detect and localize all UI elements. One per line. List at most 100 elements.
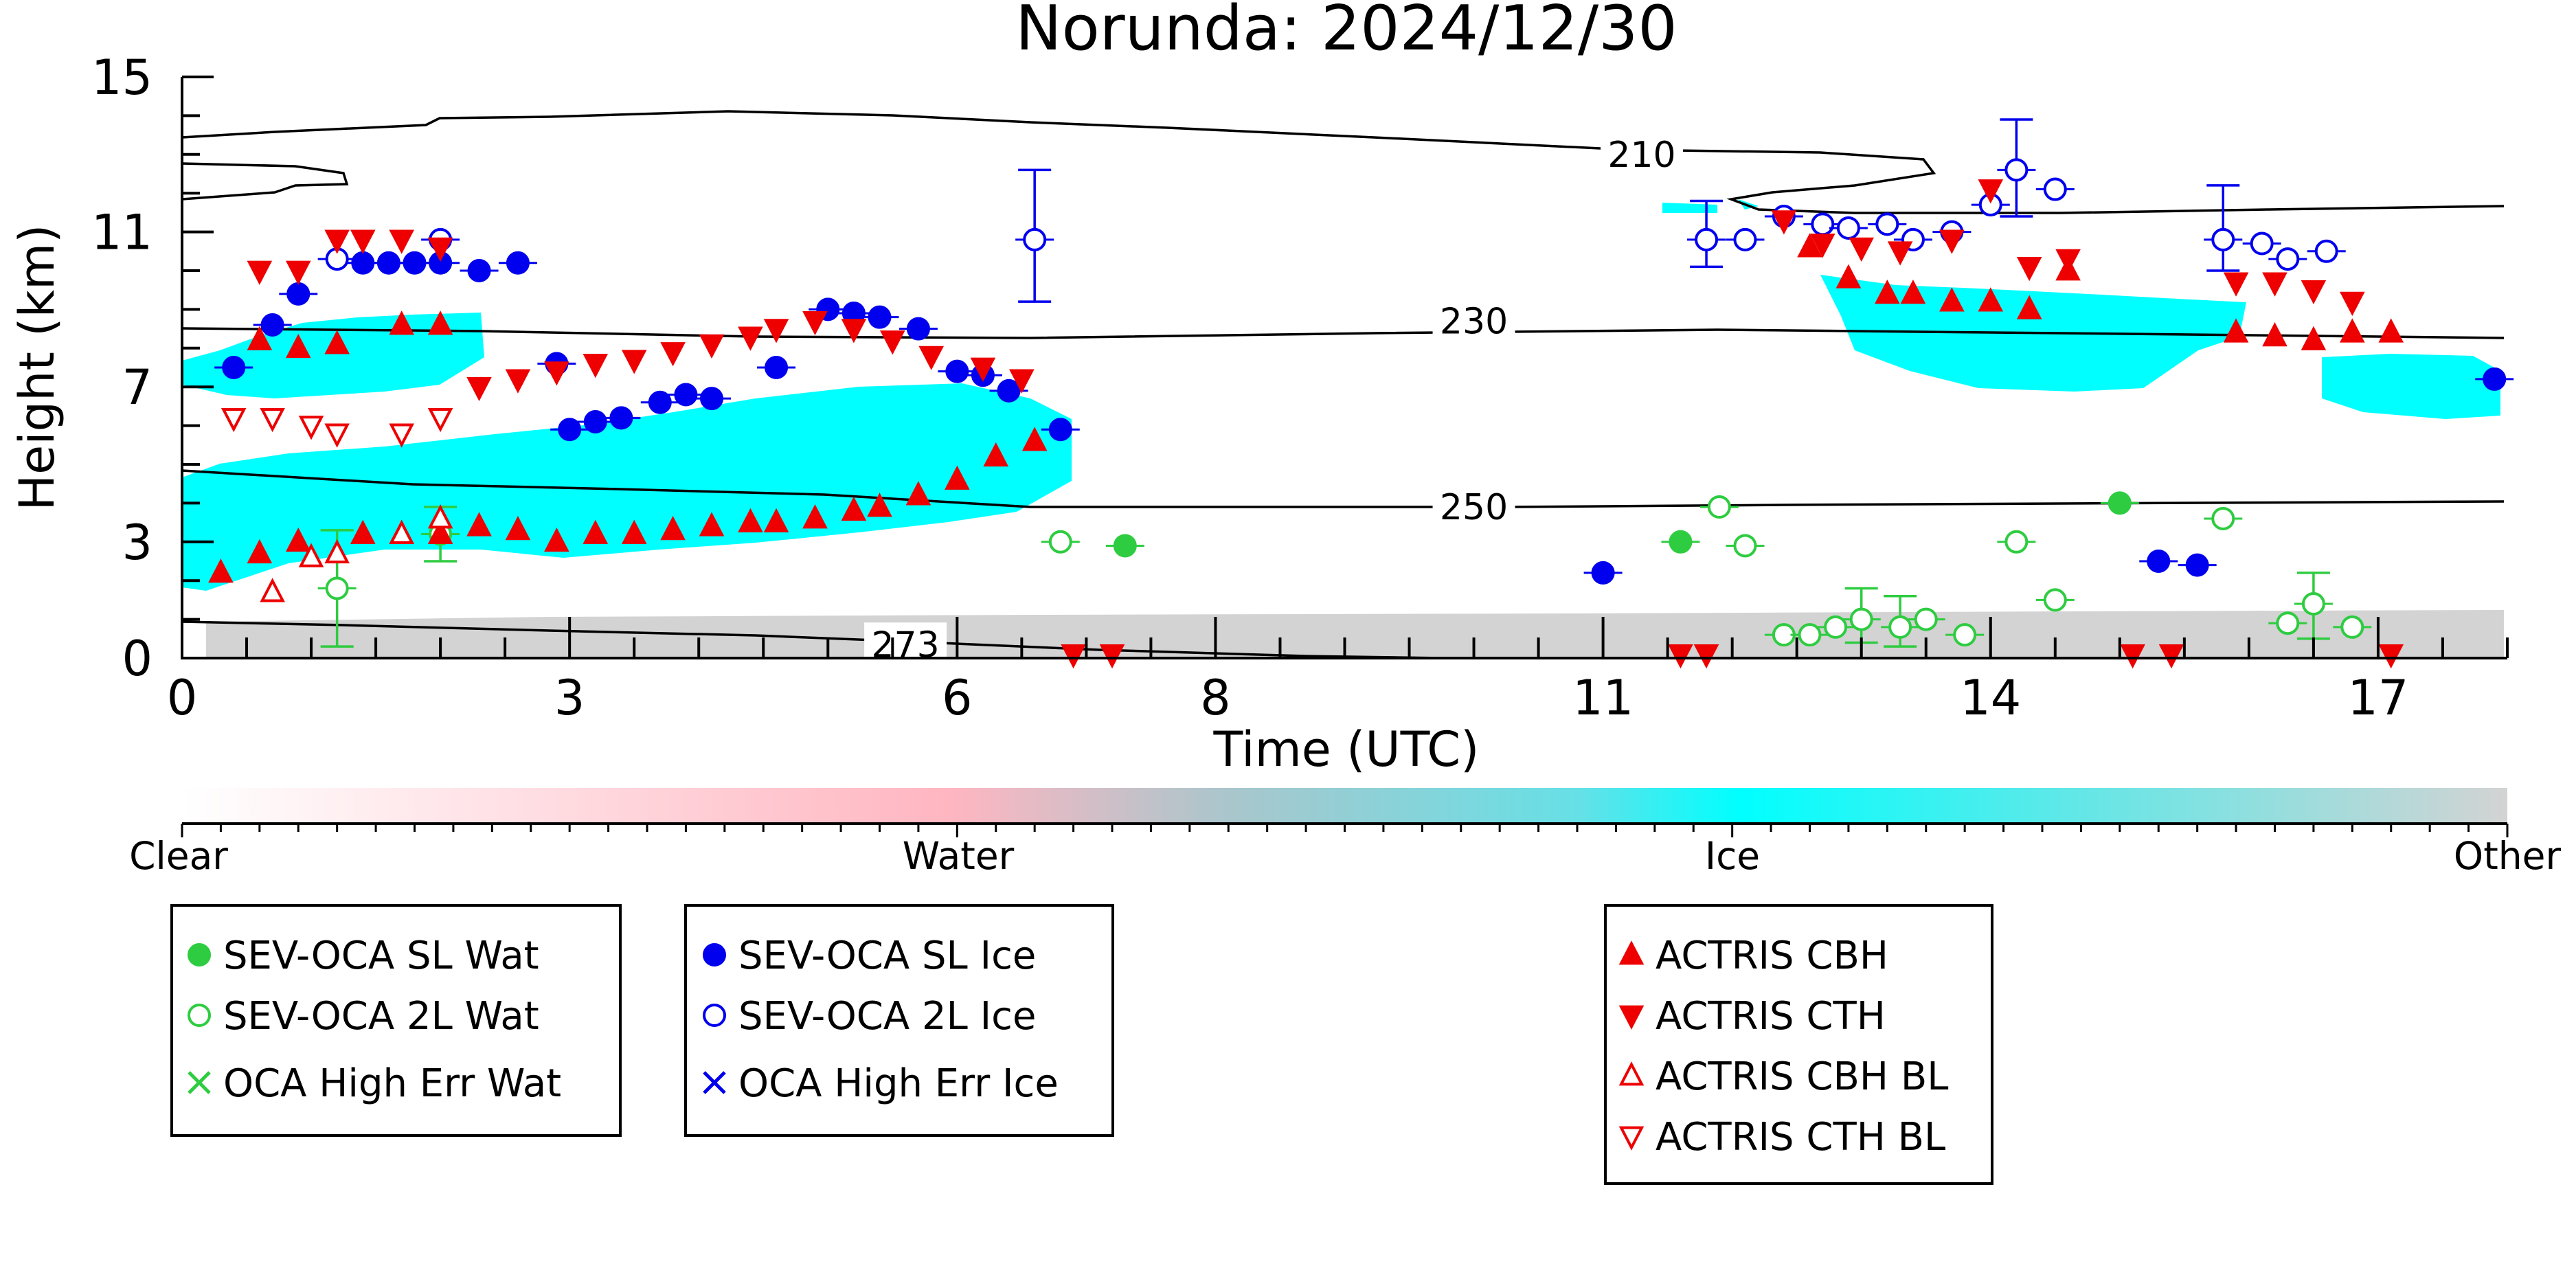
point-sev-oca-sl-ice [506, 251, 530, 275]
point-sev-oca-2l-ice [2211, 227, 2235, 251]
point-sev-oca-2l-wat [1953, 623, 1977, 647]
point-actris-cth [699, 334, 725, 359]
point-sev-oca-2l-ice [1811, 212, 1835, 236]
legend-marker-oca-high-err-ice [703, 1071, 726, 1094]
legend-label: OCA High Err Ice [738, 1061, 1059, 1106]
legend-label: SEV-OCA SL Ice [738, 934, 1036, 978]
point-actris-cth [324, 229, 350, 254]
point-actris-cbh [427, 310, 453, 335]
point-actris-cth [763, 319, 789, 343]
contour-label: 250 [1440, 487, 1508, 528]
point-actris-cth [802, 310, 828, 336]
contour-labels: 210 230 250 273 [864, 132, 1684, 666]
point-actris-cth [918, 346, 945, 370]
point-actris-cth [1810, 234, 1835, 258]
point-sev-oca-2l-wat [2043, 588, 2067, 612]
point-actris-cbh [1021, 427, 1048, 451]
other-phase-region [206, 610, 2504, 658]
point-actris-cth-bl [324, 423, 350, 448]
point-actris-cth [1693, 644, 1719, 669]
point-actris-cth [2016, 256, 2042, 282]
x-tick-label: 8 [1200, 670, 1231, 726]
point-actris-cth-bl [389, 423, 414, 448]
point-actris-cth [1771, 210, 1797, 235]
point-sev-oca-2l-ice [1875, 212, 1899, 236]
point-actris-cbh [2016, 295, 2042, 319]
ice-phase-streak-top [1662, 199, 1759, 213]
point-actris-cbh [2301, 326, 2327, 350]
legend-water-box [170, 904, 622, 1137]
cloud-phase-fields [182, 199, 2504, 658]
point-sev-oca-2l-ice [1733, 227, 1757, 251]
point-sev-oca-sl-ice [997, 379, 1021, 403]
phase-colorbar: Clear Water Ice Other [129, 788, 2561, 878]
point-actris-cth [350, 229, 376, 254]
legend-label: ACTRIS CBH [1656, 934, 1888, 978]
x-tick-label: 3 [554, 670, 585, 726]
point-sev-oca-2l-wat [1798, 623, 1822, 647]
point-sev-oca-2l-wat [1849, 607, 1873, 631]
point-actris-cth [738, 326, 763, 351]
point-actris-cbh [505, 516, 531, 541]
point-sev-oca-2l-wat [1733, 534, 1757, 558]
ice-phase-region-far-right [2322, 354, 2500, 419]
legend-marker-sev-oca-2l-ice [703, 1004, 726, 1027]
point-actris-cbh [247, 539, 273, 564]
point-actris-cth [1099, 644, 1125, 669]
point-sev-oca-2l-ice [2276, 247, 2300, 271]
point-actris-cbh [867, 493, 892, 517]
point-actris-cth [583, 353, 609, 379]
point-sev-oca-2l-ice [1023, 227, 1047, 251]
point-actris-cth [880, 330, 905, 355]
legend-water: SEV-OCA SL Wat SEV-OCA 2L Wat OCA High Err… [170, 904, 622, 1137]
x-axis-label: Time (UTC) [1213, 721, 1480, 778]
chart-title: Norunda: 2024/12/30 [1015, 0, 1677, 65]
point-sev-oca-sl-ice [260, 313, 284, 337]
point-actris-cbh [621, 519, 647, 544]
point-actris-cbh [208, 558, 234, 583]
point-sev-oca-sl-ice [2147, 550, 2171, 573]
legend-actris-box [1604, 904, 1993, 1185]
point-sev-oca-sl-ice [700, 387, 724, 411]
x-axis: 0 3 6 8 11 14 17 [167, 617, 2509, 726]
legend-ice-entries: SEV-OCA SL Ice SEV-OCA 2L Ice OCA High Err… [703, 934, 1059, 1106]
point-actris-cbh [2223, 318, 2249, 343]
x-tick-label: 17 [2347, 670, 2408, 726]
point-sev-oca-2l-wat [1048, 530, 1072, 554]
point-sev-oca-2l-wat [1707, 495, 1731, 519]
point-sev-oca-2l-wat [1914, 607, 1938, 631]
point-actris-cth [841, 319, 867, 343]
legend-actris-entries: ACTRIS CBH ACTRIS CTH ACTRIS CBH BL ACTRIS … [1618, 934, 1948, 1160]
point-actris-cbh-bl [324, 539, 350, 564]
point-sev-oca-sl-ice [2483, 367, 2507, 391]
point-actris-cbh [1978, 287, 2004, 312]
point-actris-cth [621, 350, 647, 374]
point-sev-oca-2l-wat [2211, 506, 2235, 530]
point-actris-cth [2120, 644, 2145, 669]
point-actris-cth [1849, 237, 1875, 262]
temperature-contours [182, 110, 2505, 659]
point-actris-cbh [324, 330, 350, 354]
point-actris-cbh [466, 512, 492, 536]
legend-marker-actris-cth-bl [1618, 1126, 1645, 1151]
point-sev-oca-2l-ice [2250, 231, 2274, 256]
legend-marker-sev-oca-sl-wat [188, 943, 211, 967]
y-tick-label: 7 [122, 359, 152, 416]
point-actris-cth [1978, 179, 2004, 204]
point-actris-cbh [1900, 280, 1926, 304]
x-tick-label: 14 [1960, 670, 2021, 726]
point-sev-oca-sl-ice [1591, 561, 1615, 585]
contour-230-line [182, 327, 2505, 339]
point-actris-cth [2158, 644, 2184, 669]
point-actris-cbh [285, 527, 311, 552]
point-actris-cbh [802, 504, 828, 529]
point-actris-cbh [945, 465, 970, 490]
point-actris-cbh [2262, 322, 2287, 347]
point-sev-oca-2l-ice [2004, 158, 2029, 182]
legend-label: ACTRIS CTH BL [1656, 1115, 1945, 1160]
point-actris-cbh-bl [389, 519, 414, 544]
point-actris-cth [1887, 241, 1913, 266]
point-sev-oca-sl-ice [222, 356, 246, 379]
contour-210-line [182, 110, 2505, 214]
y-tick-label: 15 [91, 49, 152, 106]
